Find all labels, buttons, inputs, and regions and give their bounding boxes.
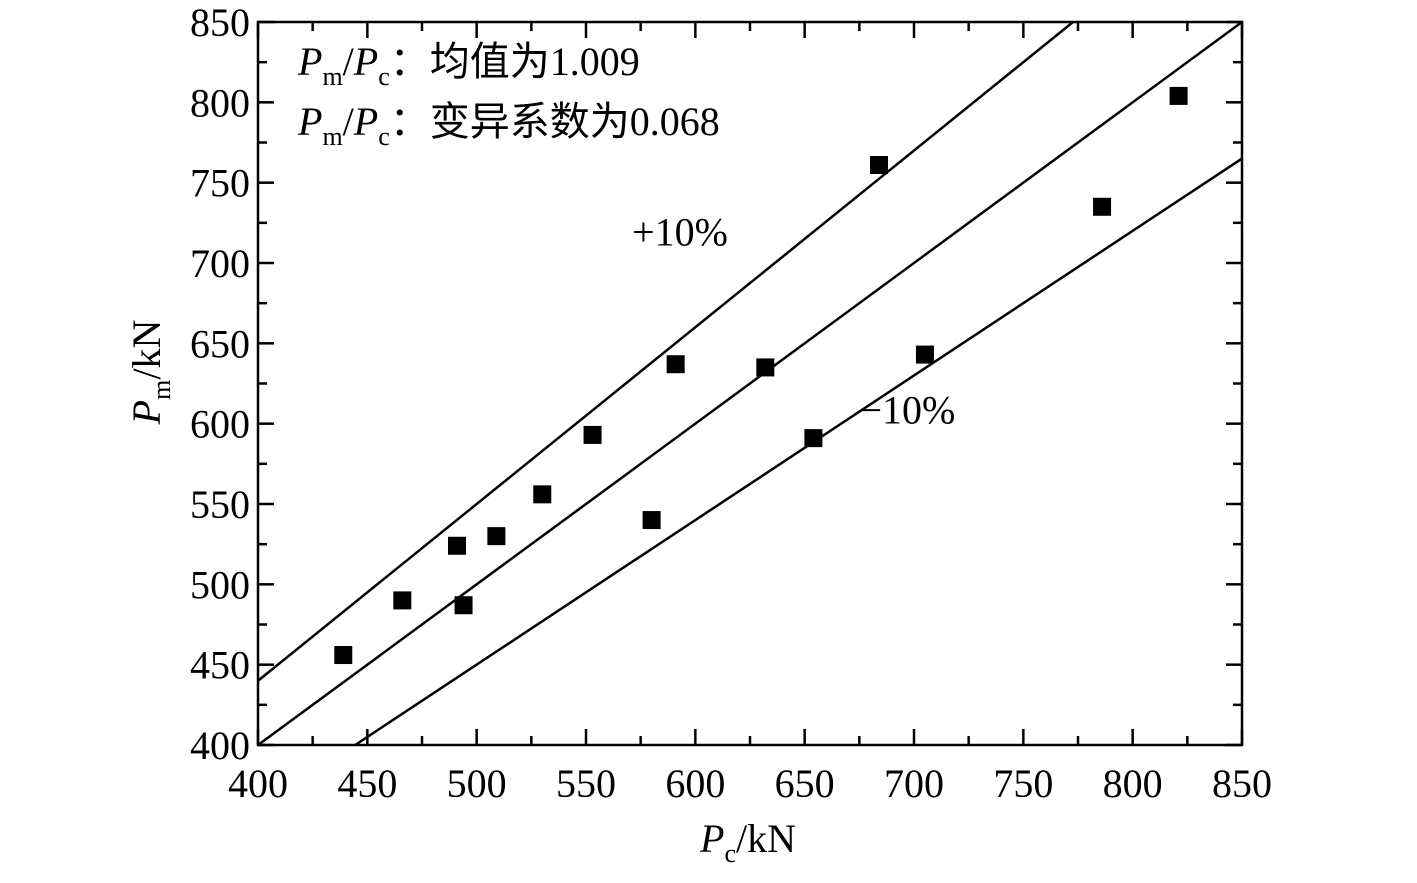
reference-lines: [257, 20, 1243, 747]
x-tick-label: 500: [447, 761, 507, 806]
x-tick-label: 550: [556, 761, 616, 806]
x-tick-labels: 400 450 500 550 600 650 700 750 800 850: [228, 761, 1272, 806]
lower-10-percent-line: [354, 157, 1243, 747]
x-axis-title-unit: /kN: [736, 816, 796, 861]
axis-ticks: [256, 20, 1244, 747]
y-axis-title-symbol: P: [124, 400, 169, 425]
minus-10-percent-label: −10%: [859, 388, 955, 433]
y-axis-title: Pm/kN: [124, 320, 176, 426]
y-axis-title-subscript: m: [147, 380, 176, 400]
data-point: [642, 511, 661, 530]
data-point: [454, 596, 473, 615]
y-tick-label: 700: [190, 241, 250, 286]
x-tick-label: 400: [228, 761, 288, 806]
y-tick-label: 650: [190, 321, 250, 366]
line-annotations: +10% −10%: [632, 209, 955, 432]
x-tick-label: 800: [1103, 761, 1163, 806]
y-tick-label: 450: [190, 643, 250, 688]
y-tick-label: 600: [190, 402, 250, 447]
data-points: [334, 86, 1188, 665]
data-point: [583, 425, 602, 444]
data-point: [533, 485, 552, 504]
data-point: [1169, 86, 1188, 105]
data-point: [870, 155, 889, 174]
data-point: [804, 429, 823, 448]
x-tick-label: 850: [1212, 761, 1272, 806]
data-point: [915, 345, 934, 364]
data-point: [756, 358, 775, 377]
data-point: [447, 536, 466, 555]
stats-line-mean: Pm/Pc：均值为1.009: [297, 39, 640, 91]
y-tick-label: 400: [190, 723, 250, 768]
stats-line-cov: Pm/Pc：变异系数为0.068: [297, 99, 720, 151]
x-axis-title: Pc/kN: [699, 816, 796, 868]
data-point: [487, 527, 506, 546]
y-tick-label: 850: [190, 0, 250, 45]
data-point: [666, 355, 685, 374]
x-tick-label: 450: [337, 761, 397, 806]
y-tick-label: 550: [190, 482, 250, 527]
upper-10-percent-line: [257, 21, 1074, 682]
y-tick-labels: 400 450 500 550 600 650 700 750 800 850: [190, 0, 250, 768]
x-tick-label: 750: [993, 761, 1053, 806]
data-point: [393, 591, 412, 610]
y-tick-label: 500: [190, 562, 250, 607]
equality-line: [257, 20, 1243, 747]
statistics-box: Pm/Pc：均值为1.009 Pm/Pc：变异系数为0.068: [297, 39, 720, 151]
x-axis-title-symbol: P: [699, 816, 724, 861]
y-axis-title-unit: /kN: [124, 320, 169, 380]
x-tick-label: 700: [884, 761, 944, 806]
plus-10-percent-label: +10%: [632, 209, 728, 254]
y-tick-label: 750: [190, 161, 250, 206]
data-point: [1093, 197, 1112, 216]
data-point: [334, 646, 353, 665]
x-tick-label: 650: [775, 761, 835, 806]
y-tick-label: 800: [190, 80, 250, 125]
x-tick-label: 600: [665, 761, 725, 806]
x-axis-title-subscript: c: [724, 839, 736, 868]
